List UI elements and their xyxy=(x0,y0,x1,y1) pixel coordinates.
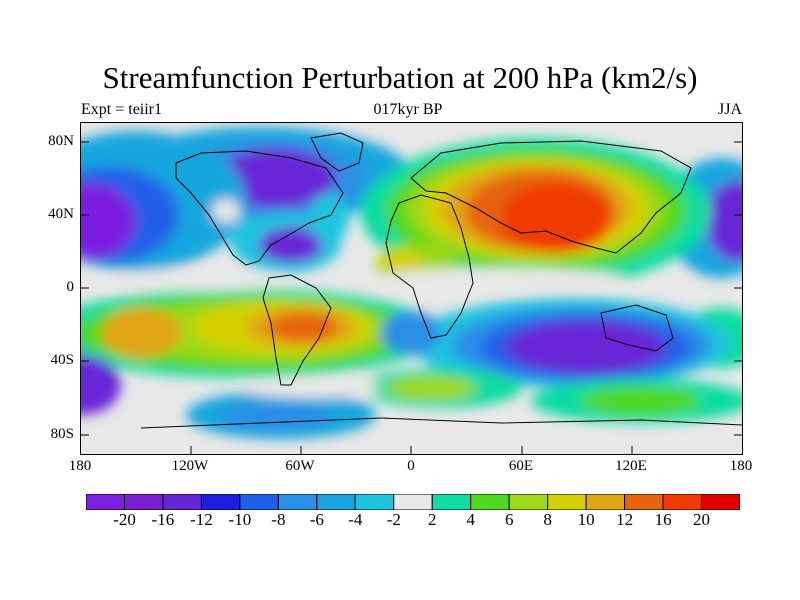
colorbar-label: -20 xyxy=(113,510,136,529)
colorbar-label: 8 xyxy=(543,510,552,529)
colorbar-label: -6 xyxy=(309,510,324,529)
australia-outline xyxy=(600,304,674,352)
colorbar-label: 16 xyxy=(654,510,672,529)
time-label: 017kyr BP xyxy=(373,101,443,118)
colorbar-label: 2 xyxy=(427,510,437,529)
colorbar-box xyxy=(277,494,318,510)
lat-label-40s: 40S xyxy=(50,352,74,368)
lat-label-0: 0 xyxy=(66,279,75,295)
colorbar-label: -8 xyxy=(271,510,286,529)
colorbar-label: 10 xyxy=(577,510,595,529)
experiment-label: Expt = teiir1 xyxy=(81,101,163,118)
colorbar-box xyxy=(86,494,125,510)
lat-label-40n: 40N xyxy=(48,206,74,222)
colorbar-box xyxy=(470,494,510,510)
axis-ticks xyxy=(81,141,742,454)
lon-label-60w: 60W xyxy=(285,458,315,474)
lat-label-80n: 80N xyxy=(48,133,74,149)
greenland-outline xyxy=(310,132,364,172)
colorbar-label: 6 xyxy=(504,510,514,529)
lon-label-120e: 120E xyxy=(615,458,647,474)
colorbar-box xyxy=(200,494,241,510)
lon-label-0: 0 xyxy=(407,458,415,474)
north-america-outline xyxy=(175,150,344,266)
colorbar-box xyxy=(123,494,164,510)
lon-label-120w: 120W xyxy=(171,458,209,474)
colorbar-label: -2 xyxy=(386,510,401,529)
south-america-outline xyxy=(262,274,332,386)
antarctica-outline xyxy=(140,417,742,429)
map-panel xyxy=(80,122,743,455)
lat-label-80s: 80S xyxy=(50,426,74,442)
colorbar-box xyxy=(701,494,740,510)
colorbar-box xyxy=(547,494,587,510)
lon-label-180e: 180 xyxy=(729,458,753,474)
colorbar-box xyxy=(162,494,202,510)
africa-outline xyxy=(385,194,474,339)
colorbar-label: -10 xyxy=(228,510,252,529)
colorbar-box xyxy=(585,494,626,510)
colorbar-box xyxy=(624,494,664,510)
colorbar-box xyxy=(393,494,433,510)
season-label: JJA xyxy=(717,101,742,118)
colorbar-box xyxy=(239,494,279,510)
map-title: Streamfunction Perturbation at 200 hPa (… xyxy=(102,60,698,95)
colorbar-box xyxy=(431,494,472,510)
coastline-outlines xyxy=(140,132,742,429)
colorbar xyxy=(86,494,740,510)
colorbar-label: 4 xyxy=(466,510,475,529)
lon-label-60e: 60E xyxy=(508,458,534,474)
colorbar-label: 12 xyxy=(616,510,634,529)
lon-label-180w: 180 xyxy=(68,458,92,474)
streamfunction-contour-map xyxy=(81,127,742,454)
colorbar-label: -4 xyxy=(348,510,363,529)
colorbar-box xyxy=(662,494,703,510)
eurasia-outline xyxy=(410,140,692,254)
colorbar-label: -12 xyxy=(190,510,213,529)
colorbar-label: 20 xyxy=(693,510,710,529)
colorbar-label: -16 xyxy=(151,510,175,529)
colorbar-box xyxy=(354,494,395,510)
colorbar-box xyxy=(508,494,549,510)
contour-fill-layer xyxy=(81,127,742,439)
colorbar-box xyxy=(316,494,356,510)
